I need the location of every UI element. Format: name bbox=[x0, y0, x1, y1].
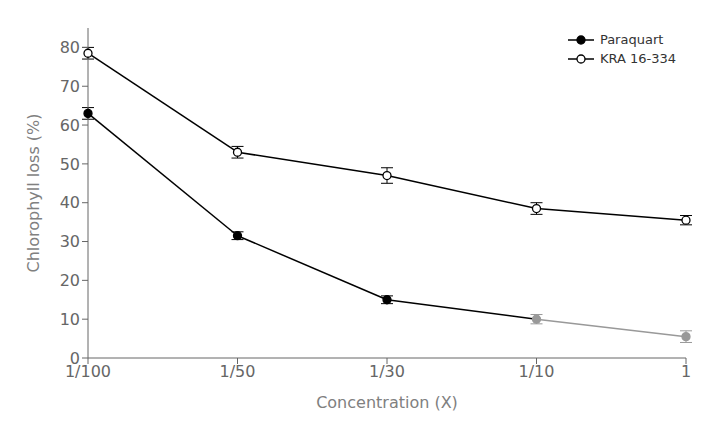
html-text:Paraquart: Paraquart bbox=[599, 32, 664, 47]
svg-text:0: 0 bbox=[70, 349, 80, 368]
svg-text:40: 40 bbox=[60, 193, 80, 212]
svg-text:80: 80 bbox=[60, 38, 80, 57]
svg-text:Chlorophyll loss (%): Chlorophyll loss (%) bbox=[24, 114, 43, 273]
svg-text:20: 20 bbox=[60, 271, 80, 290]
svg-text:70: 70 bbox=[60, 77, 80, 96]
svg-text:1: 1 bbox=[681, 362, 691, 381]
svg-text:1/100: 1/100 bbox=[64, 362, 112, 382]
svg-text:1/30: 1/30 bbox=[369, 362, 405, 381]
svg-text:10: 10 bbox=[60, 310, 80, 329]
svg-text:Concentration (X): Concentration (X) bbox=[316, 393, 458, 412]
svg-text:1/10: 1/10 bbox=[519, 362, 555, 381]
svg-text:50: 50 bbox=[60, 155, 80, 174]
svg-text:30: 30 bbox=[60, 232, 80, 251]
svg-text:60: 60 bbox=[60, 116, 80, 135]
svg-text:1/50: 1/50 bbox=[220, 362, 256, 381]
html-text:KRA 16-334: KRA 16-334 bbox=[599, 51, 676, 66]
